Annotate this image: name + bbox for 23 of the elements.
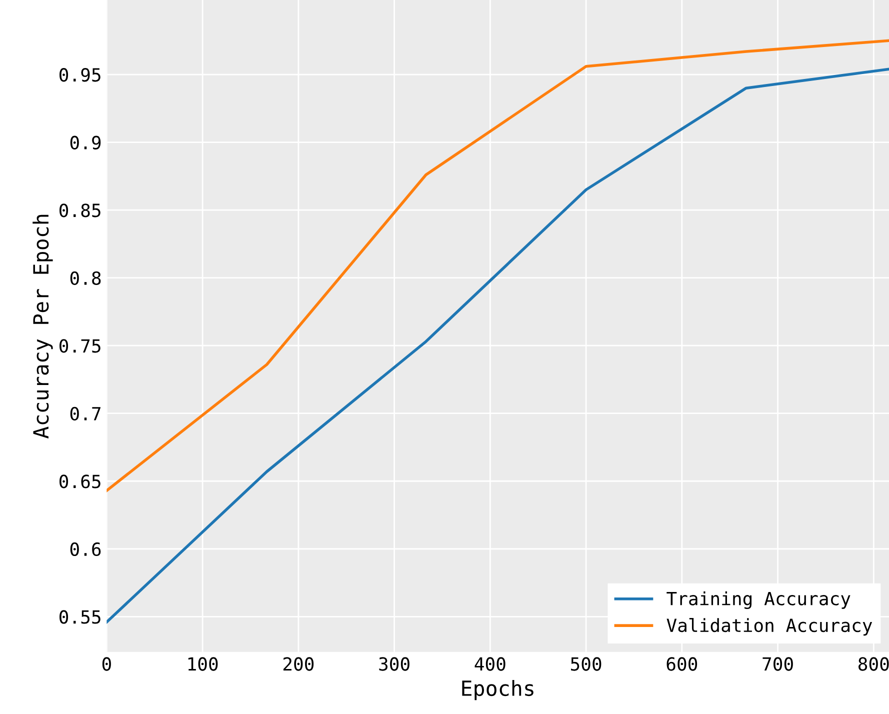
x-tick-label: 600 xyxy=(666,657,698,671)
x-tick-label: 800 xyxy=(858,657,889,671)
x-tick-label: 500 xyxy=(571,657,602,671)
x-tick-label: 300 xyxy=(379,657,410,671)
y-tick-label: 0.7 xyxy=(70,406,100,421)
y-tick-label: 0.85 xyxy=(60,204,100,218)
x-tick-label: 400 xyxy=(474,657,506,671)
x-tick-label: 0 xyxy=(102,657,111,671)
y-tick-label: 0.8 xyxy=(70,271,101,285)
y-tick-label: 0.9 xyxy=(70,136,101,150)
y-tick-label: 0.6 xyxy=(70,542,101,556)
legend-label: Training Accuracy xyxy=(666,591,850,610)
x-tick-label: 200 xyxy=(283,657,314,671)
y-tick-label: 0.55 xyxy=(60,610,100,624)
legend-label: Validation Accuracy xyxy=(666,618,872,636)
y-tick-label: 0.95 xyxy=(60,68,100,82)
y-tick-label: 0.65 xyxy=(60,474,100,488)
x-tick-label: 100 xyxy=(188,657,218,671)
y-tick-label: 0.75 xyxy=(60,339,100,353)
x-axis-title: Epochs xyxy=(462,680,534,700)
line-series xyxy=(106,39,889,492)
y-axis-title: Accuracy Per Epoch xyxy=(32,214,53,438)
x-tick-label: 700 xyxy=(762,657,793,671)
